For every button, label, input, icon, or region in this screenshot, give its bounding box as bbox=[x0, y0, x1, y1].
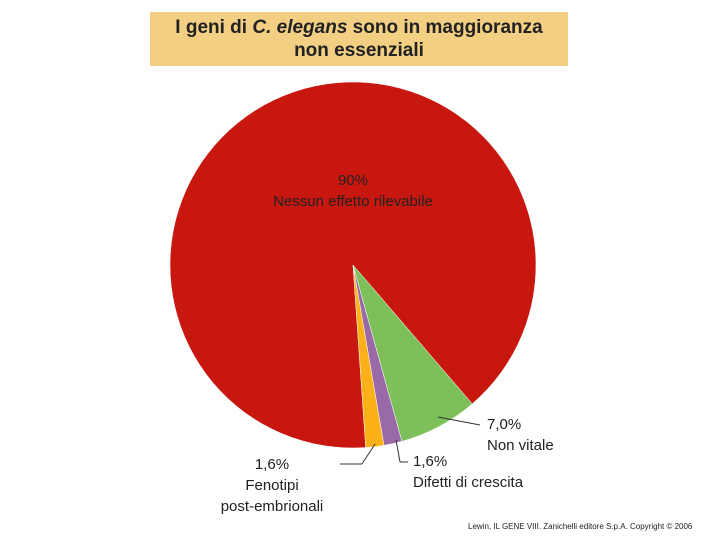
pie-slice bbox=[352, 264, 385, 448]
title-text: non essenziali bbox=[294, 40, 424, 61]
slice-label: 90% Nessun effetto rilevabile bbox=[243, 170, 463, 212]
value-label: 90% bbox=[337, 172, 369, 189]
title-text: sono in maggioranza bbox=[347, 17, 543, 38]
title-text: I geni di bbox=[175, 17, 253, 38]
title-text: C. elegans bbox=[252, 17, 348, 38]
source-note: Lewin, IL GENE VIII. Zanichelli editore … bbox=[468, 522, 693, 531]
slice-label: 1,6% Fenotipi post-embrionali bbox=[162, 454, 382, 517]
leader-line bbox=[361, 443, 376, 465]
category-label: Difetti di crescita bbox=[413, 474, 524, 491]
value-label: 1,6% bbox=[413, 453, 448, 470]
category-label: Nessun effetto rilevabile bbox=[273, 193, 433, 210]
leader-line bbox=[395, 439, 401, 463]
category-label: Non vitale bbox=[487, 437, 554, 454]
title-line: I geni di C. elegans sono in maggioranza bbox=[150, 16, 568, 39]
value-label: 7,0% bbox=[487, 416, 522, 433]
category-label: Fenotipi post-embrionali bbox=[220, 477, 324, 515]
leader-line bbox=[437, 416, 481, 426]
slice-label: 1,6% Difetti di crescita bbox=[413, 451, 523, 493]
pie-slice bbox=[169, 81, 537, 449]
slice-label: 7,0% Non vitale bbox=[487, 414, 554, 456]
value-label: 1,6% bbox=[254, 456, 290, 473]
title: I geni di C. elegans sono in maggioranza… bbox=[150, 12, 568, 66]
title-line: non essenziali bbox=[150, 39, 568, 62]
